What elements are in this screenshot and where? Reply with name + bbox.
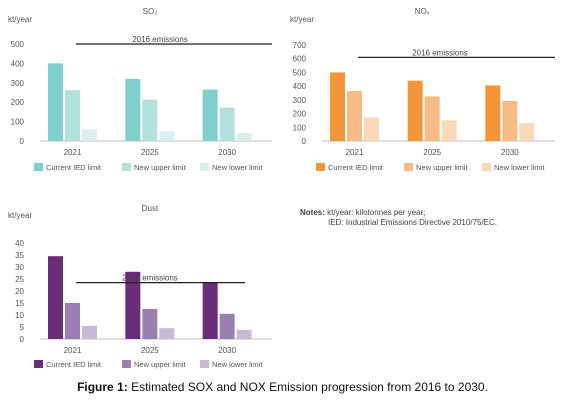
- bar: [159, 328, 175, 339]
- x-tick-label: 2025: [423, 148, 441, 157]
- bar: [65, 303, 80, 339]
- legend-label: New upper limit: [134, 163, 187, 172]
- bar: [125, 78, 141, 141]
- y-axis-label: kt/year: [8, 15, 32, 24]
- legend-label: Current IED limit: [328, 163, 384, 172]
- notes-line-2: IED: Industrial Emissions Directive 2010…: [328, 218, 497, 227]
- y-tick-label: 30: [15, 263, 24, 272]
- bar: [441, 120, 457, 141]
- caption-label: Figure 1:: [77, 380, 128, 394]
- bar: [48, 256, 63, 339]
- notes-label: Notes:: [300, 208, 325, 217]
- legend-swatch: [316, 163, 325, 171]
- y-tick-label: 500: [11, 40, 25, 49]
- y-tick-label: 0: [20, 137, 25, 146]
- bar: [142, 309, 158, 339]
- nox-chart: NOₓ kt/year 0 100 200 300 400 500 600 700 2021 2025…: [290, 7, 555, 172]
- legend-swatch: [200, 163, 209, 171]
- legend-swatch: [122, 163, 131, 171]
- legend-swatch: [122, 360, 131, 368]
- legend-swatch: [34, 163, 43, 171]
- x-tick-label: 2030: [501, 148, 519, 157]
- y-tick-label: 400: [11, 59, 25, 68]
- reference-line-label: 2016 emissions: [122, 274, 178, 283]
- legend-label: New upper limit: [416, 163, 469, 172]
- chart-title: NOₓ: [415, 7, 430, 16]
- reference-line-label: 2016 emissions: [132, 35, 188, 44]
- x-tick-label: 2030: [218, 346, 236, 355]
- x-tick-label: 2021: [346, 148, 364, 157]
- bar: [82, 129, 97, 141]
- legend-label: Current IED limit: [46, 163, 102, 172]
- legend-swatch: [404, 163, 413, 171]
- figure-caption: Figure 1: Estimated SOX and NOX Emission…: [0, 380, 565, 394]
- legend-swatch: [200, 360, 209, 368]
- chart-title: SO₂: [143, 7, 158, 16]
- legend-label: New lower limit: [212, 360, 263, 369]
- legend-label: New upper limit: [134, 360, 187, 369]
- bar: [159, 131, 175, 141]
- legend-label: Current IED limit: [46, 360, 102, 369]
- bar: [502, 100, 518, 141]
- y-tick-label: 40: [15, 239, 24, 248]
- bar: [125, 271, 141, 339]
- y-tick-label: 600: [293, 55, 307, 64]
- bar: [202, 282, 218, 339]
- y-tick-label: 35: [15, 251, 24, 260]
- y-tick-label: 100: [11, 118, 25, 127]
- x-tick-label: 2021: [64, 148, 82, 157]
- bar: [364, 117, 379, 141]
- y-tick-label: 15: [15, 299, 24, 308]
- y-tick-label: 25: [15, 275, 24, 284]
- legend-swatch: [34, 360, 43, 368]
- y-tick-label: 700: [293, 41, 307, 50]
- bar: [48, 63, 63, 141]
- bar: [407, 80, 423, 141]
- y-tick-label: 20: [15, 287, 24, 296]
- bar: [485, 85, 501, 141]
- bar: [142, 99, 158, 141]
- notes: Notes: kt/year: kilotonnes per year; IED…: [300, 208, 560, 228]
- bar: [82, 325, 97, 339]
- bar: [519, 123, 535, 141]
- y-tick-label: 500: [293, 68, 307, 77]
- notes-line-1: kt/year: kilotonnes per year;: [327, 208, 426, 217]
- legend-label: New lower limit: [212, 163, 263, 172]
- y-tick-label: 10: [15, 311, 24, 320]
- y-tick-label: 0: [302, 137, 307, 146]
- bar: [236, 132, 252, 141]
- y-tick-label: 200: [11, 98, 25, 107]
- caption-text: Estimated SOX and NOX Emission progressi…: [131, 380, 488, 394]
- bar: [65, 90, 80, 141]
- y-tick-label: 200: [293, 110, 307, 119]
- y-tick-label: 300: [11, 79, 25, 88]
- y-axis-label: kt/year: [8, 211, 32, 220]
- bar: [236, 329, 252, 339]
- legend-label: New lower limit: [494, 163, 545, 172]
- bar: [347, 90, 362, 141]
- y-tick-label: 100: [293, 123, 307, 132]
- legend-swatch: [482, 163, 491, 171]
- y-tick-label: 5: [20, 323, 25, 332]
- bar: [202, 89, 218, 141]
- x-tick-label: 2025: [141, 148, 159, 157]
- x-tick-label: 2021: [64, 346, 82, 355]
- bar: [330, 72, 345, 141]
- bar: [219, 107, 235, 141]
- reference-line-label: 2016 emissions: [412, 48, 468, 57]
- x-tick-label: 2025: [141, 346, 159, 355]
- x-tick-label: 2030: [218, 148, 236, 157]
- y-tick-label: 300: [293, 96, 307, 105]
- bar: [219, 313, 235, 339]
- y-tick-label: 0: [20, 335, 25, 344]
- chart-title: Dust: [142, 204, 159, 213]
- y-tick-label: 400: [293, 82, 307, 91]
- bar: [424, 96, 440, 141]
- y-axis-label: kt/year: [290, 15, 314, 24]
- so2-chart: SO₂ kt/year 0 100 200 300 400 500 2021 2025 2030 20…: [8, 7, 272, 172]
